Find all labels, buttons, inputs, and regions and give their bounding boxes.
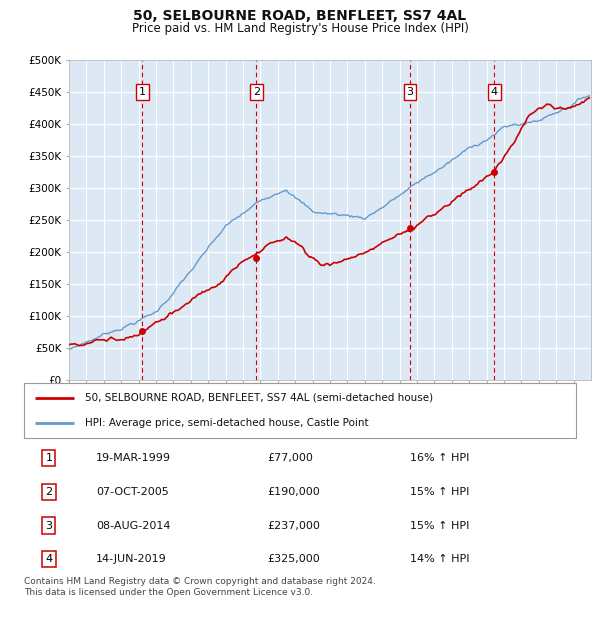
Text: 08-AUG-2014: 08-AUG-2014 xyxy=(96,521,170,531)
Text: 07-OCT-2005: 07-OCT-2005 xyxy=(96,487,169,497)
Text: 2: 2 xyxy=(45,487,52,497)
Text: 15% ↑ HPI: 15% ↑ HPI xyxy=(410,521,470,531)
Text: 4: 4 xyxy=(45,554,52,564)
Text: £237,000: £237,000 xyxy=(267,521,320,531)
Text: £190,000: £190,000 xyxy=(267,487,320,497)
Text: 50, SELBOURNE ROAD, BENFLEET, SS7 4AL (semi-detached house): 50, SELBOURNE ROAD, BENFLEET, SS7 4AL (s… xyxy=(85,393,433,403)
Text: £77,000: £77,000 xyxy=(267,453,313,463)
Text: 2: 2 xyxy=(253,87,260,97)
Text: 1: 1 xyxy=(46,453,52,463)
Text: 1: 1 xyxy=(139,87,146,97)
Text: Contains HM Land Registry data © Crown copyright and database right 2024.
This d: Contains HM Land Registry data © Crown c… xyxy=(24,577,376,597)
Text: 19-MAR-1999: 19-MAR-1999 xyxy=(96,453,171,463)
Text: Price paid vs. HM Land Registry's House Price Index (HPI): Price paid vs. HM Land Registry's House … xyxy=(131,22,469,35)
Text: HPI: Average price, semi-detached house, Castle Point: HPI: Average price, semi-detached house,… xyxy=(85,418,368,428)
Text: 4: 4 xyxy=(491,87,498,97)
Text: £325,000: £325,000 xyxy=(267,554,320,564)
Text: 16% ↑ HPI: 16% ↑ HPI xyxy=(410,453,470,463)
Text: 50, SELBOURNE ROAD, BENFLEET, SS7 4AL: 50, SELBOURNE ROAD, BENFLEET, SS7 4AL xyxy=(133,9,467,24)
Text: 3: 3 xyxy=(407,87,413,97)
Text: 14-JUN-2019: 14-JUN-2019 xyxy=(96,554,167,564)
FancyBboxPatch shape xyxy=(24,383,576,438)
Text: 15% ↑ HPI: 15% ↑ HPI xyxy=(410,487,470,497)
Text: 3: 3 xyxy=(46,521,52,531)
Text: 14% ↑ HPI: 14% ↑ HPI xyxy=(410,554,470,564)
